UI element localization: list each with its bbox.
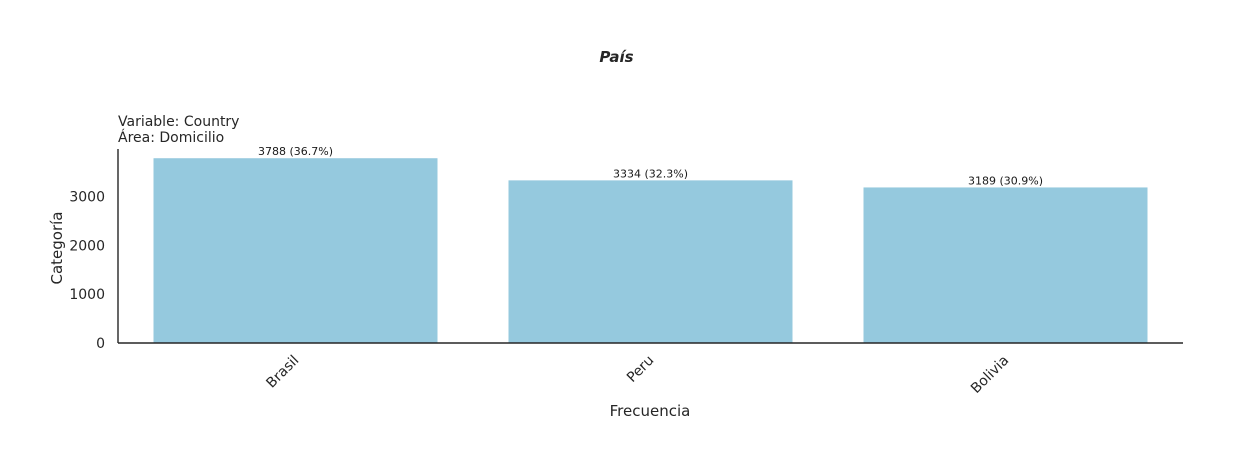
y-axis-label: Categoría	[48, 211, 66, 284]
y-tick-label-1000: 1000	[69, 287, 105, 303]
bar-brasil	[153, 158, 438, 343]
bar-bolivia	[863, 187, 1148, 343]
chart-subtitle-line-1: Variable: Country	[118, 114, 239, 130]
x-tick-label-brasil: Brasil	[263, 353, 302, 392]
y-tick-group: 0 1000 2000 3000	[69, 190, 105, 352]
x-tick-label-peru: Peru	[624, 353, 657, 386]
chart-subtitle-line-2: Área: Domicilio	[118, 129, 224, 146]
y-tick-label-0: 0	[96, 336, 105, 352]
bar-group	[153, 158, 1148, 343]
data-label-peru: 3334 (32.3%)	[613, 167, 688, 180]
x-axis-label: Frecuencia	[610, 402, 691, 420]
data-label-brasil: 3788 (36.7%)	[258, 145, 333, 158]
data-label-bolivia: 3189 (30.9%)	[968, 174, 1043, 187]
bar-peru	[508, 180, 793, 343]
x-tick-group: Brasil Peru Bolivia	[263, 353, 1012, 397]
y-tick-label-2000: 2000	[69, 238, 105, 254]
x-tick-label-bolivia: Bolivia	[968, 353, 1012, 397]
data-label-group: 3788 (36.7%) 3334 (32.3%) 3189 (30.9%)	[258, 145, 1043, 187]
chart-title: País	[599, 48, 633, 66]
y-tick-label-3000: 3000	[69, 190, 105, 206]
